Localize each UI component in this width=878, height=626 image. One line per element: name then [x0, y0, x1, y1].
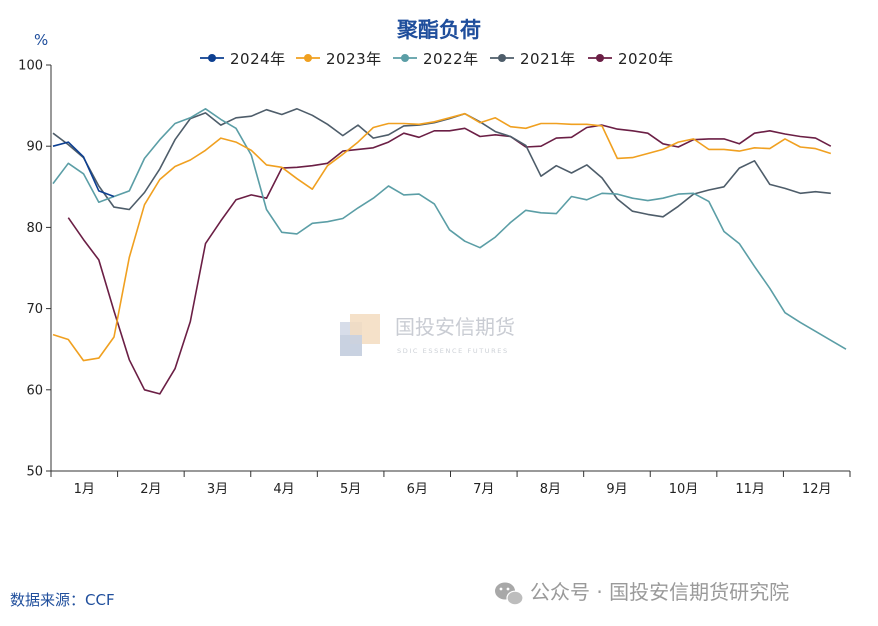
x-tick-label: 10月: [669, 482, 699, 497]
series-line: [67, 124, 832, 395]
watermark-name: 国投安信期货: [395, 315, 515, 339]
legend-item: 2024年: [200, 50, 286, 68]
watermark: 国投安信期货 SDIC ESSENCE FUTURES: [340, 314, 515, 356]
x-tick-label: 1月: [74, 482, 95, 497]
legend-marker: [401, 54, 409, 62]
y-tick-label: 60: [26, 383, 43, 398]
source-label: 数据来源：CCF: [10, 591, 115, 609]
x-tick-label: 12月: [802, 482, 832, 497]
legend-label: 2024年: [230, 50, 286, 68]
x-tick-label: 8月: [540, 482, 561, 497]
x-tick-label: 9月: [606, 482, 627, 497]
axes: 50 60 70 80 90 100 1月 2月 3月 4月 5月 6月 7月 8月 9月 10月 11月 12月: [18, 59, 851, 497]
x-tick-label: 3月: [207, 482, 228, 497]
footer: 公众号 · 国投安信期货研究院: [495, 580, 789, 606]
watermark-sub: SDIC ESSENCE FUTURES: [397, 347, 509, 355]
series-line: [52, 112, 832, 362]
legend-marker: [498, 54, 506, 62]
watermark-logo-icon: [340, 314, 380, 356]
legend-label: 2023年: [326, 50, 382, 68]
x-tick-label: 11月: [735, 482, 765, 497]
y-unit-label: %: [34, 31, 48, 49]
footer-channel: 公众号 · 国投安信期货研究院: [530, 580, 789, 604]
legend-marker: [596, 54, 604, 62]
x-tick-label: 5月: [340, 482, 361, 497]
wechat-icon: [495, 582, 524, 606]
y-tick-label: 70: [26, 302, 43, 317]
x-tick-label: 7月: [473, 482, 494, 497]
series-line: [52, 108, 831, 218]
legend-item: 2022年: [393, 50, 479, 68]
chart-title: 聚酯负荷: [396, 18, 481, 42]
series-line: [52, 141, 115, 198]
x-tick-label: 2月: [140, 482, 161, 497]
y-tick-label: 90: [26, 140, 43, 155]
legend-item: 2023年: [296, 50, 382, 68]
series-layer: [52, 108, 847, 395]
x-tick-label: 4月: [273, 482, 294, 497]
x-tick-label: 6月: [407, 482, 428, 497]
legend-marker: [208, 54, 216, 62]
y-tick-label: 80: [26, 221, 43, 236]
y-tick-label: 100: [18, 59, 43, 74]
series-line: [52, 108, 847, 350]
legend-label: 2021年: [520, 50, 576, 68]
legend-item: 2021年: [490, 50, 576, 68]
legend-marker: [304, 54, 312, 62]
legend-label: 2022年: [423, 50, 479, 68]
y-tick-label: 50: [26, 465, 43, 480]
legend-item: 2020年: [588, 50, 674, 68]
legend: 2024年 2023年 2022年 2021年 2020年: [200, 50, 674, 68]
legend-label: 2020年: [618, 50, 674, 68]
